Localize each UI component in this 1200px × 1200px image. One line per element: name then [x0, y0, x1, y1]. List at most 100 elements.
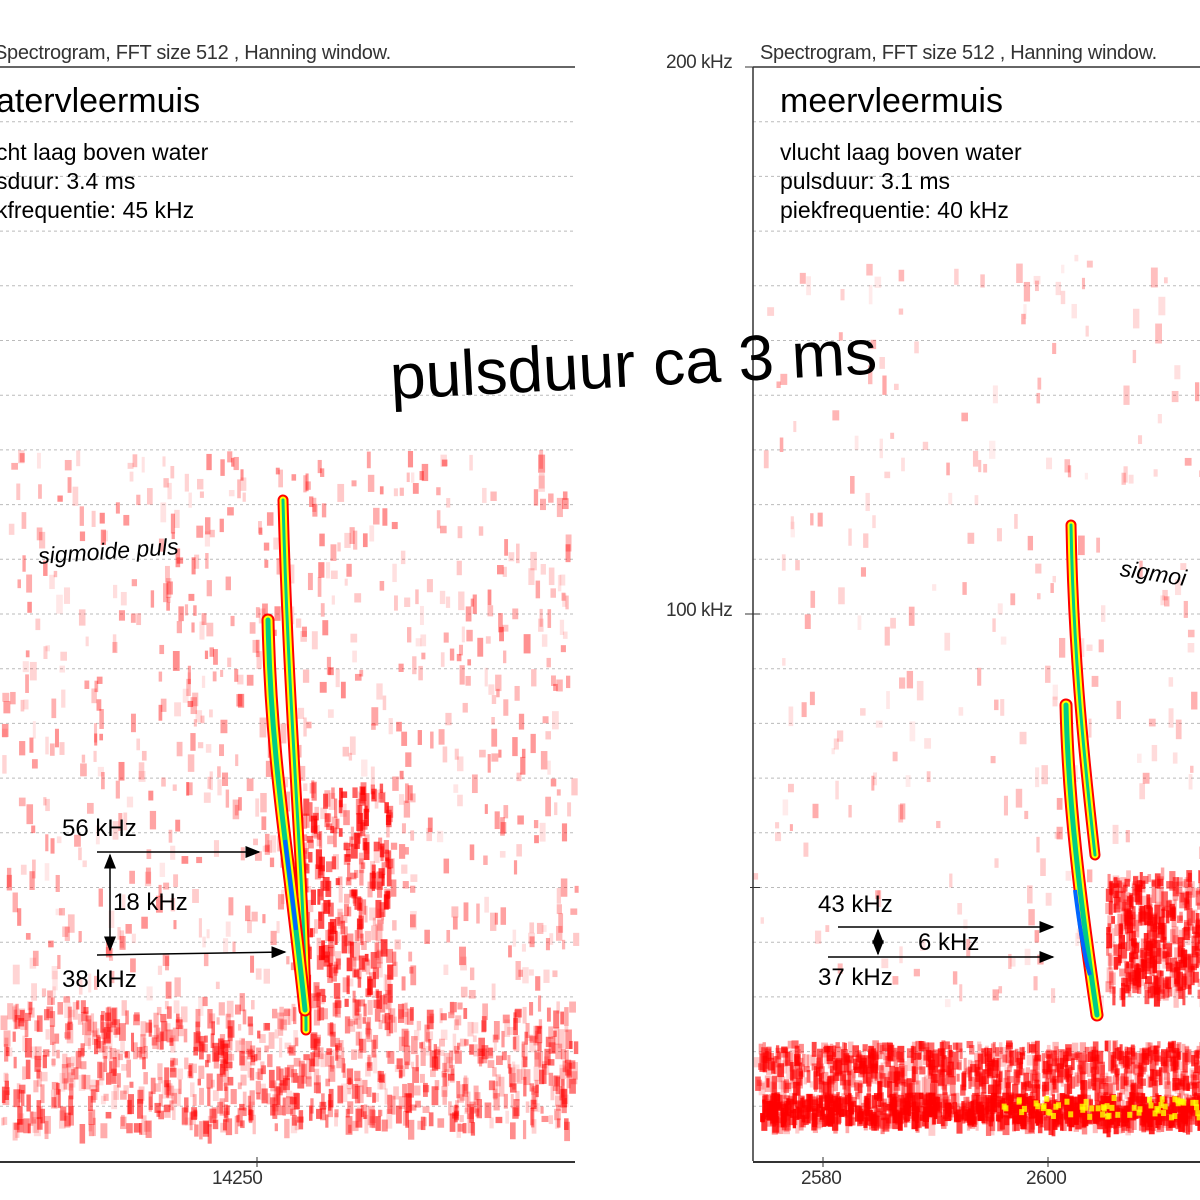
noise-cell	[207, 1087, 211, 1107]
noise-cell	[992, 1041, 996, 1054]
noise-cell	[1140, 910, 1147, 926]
noise-cell	[844, 1094, 850, 1105]
noise-cell	[187, 672, 191, 685]
noise-cell	[277, 1105, 284, 1116]
noise-cell	[1020, 1081, 1027, 1101]
noise-cell	[1004, 1097, 1011, 1109]
noise-cell	[59, 742, 65, 755]
noise-cell	[371, 707, 379, 726]
noise-cell	[120, 1090, 127, 1100]
noise-cell	[280, 1019, 287, 1031]
noise-cell	[1060, 1113, 1064, 1131]
noise-cell	[516, 1069, 523, 1084]
noise-cell	[323, 951, 329, 958]
noise-cell	[24, 1020, 29, 1037]
noise-cell	[500, 907, 507, 925]
noise-cell	[131, 933, 136, 944]
noise-cell	[1140, 1078, 1146, 1086]
noise-cell	[790, 516, 794, 530]
noise-cell	[198, 1065, 205, 1079]
noise-cell	[541, 634, 548, 647]
noise-cell	[27, 601, 32, 613]
noise-cell	[372, 967, 379, 980]
noise-cell	[261, 816, 267, 830]
noise-cell	[554, 1027, 560, 1045]
noise-cell	[448, 1050, 454, 1069]
noise-cell	[100, 529, 107, 546]
noise-cell	[1107, 873, 1111, 889]
noise-cell	[778, 1076, 786, 1090]
noise-cell	[1005, 1045, 1012, 1064]
noise-cell	[124, 1051, 128, 1058]
noise-cell	[812, 803, 819, 819]
noise-cell	[456, 1080, 461, 1099]
noise-cell	[311, 781, 317, 801]
noise-cell	[1121, 907, 1128, 924]
noise-cell	[1115, 1073, 1120, 1091]
noise-cell	[182, 688, 189, 703]
noise-cell	[832, 1072, 840, 1081]
noise-cell	[88, 1124, 94, 1137]
noise-cell	[1126, 870, 1131, 882]
noise-cell	[939, 1064, 945, 1078]
noise-cell	[207, 1008, 213, 1029]
noise-cell	[965, 1097, 969, 1108]
noise-cell	[1105, 1072, 1109, 1084]
noise-cell	[401, 731, 408, 746]
noise-cell	[881, 1102, 887, 1121]
noise-cell	[949, 1075, 956, 1096]
noise-cell	[127, 1100, 132, 1115]
noise-cell	[136, 494, 141, 506]
noise-cell	[981, 1076, 987, 1094]
noise-cell	[1167, 987, 1173, 997]
noise-cell	[306, 721, 312, 729]
noise-cell	[1172, 968, 1178, 988]
noise-cell	[1112, 1075, 1117, 1085]
noise-cell	[529, 1035, 537, 1043]
noise-cell	[302, 669, 310, 683]
noise-cell	[834, 1059, 842, 1076]
noise-cell	[1161, 1110, 1167, 1117]
noise-cell	[36, 1015, 43, 1032]
noise-cell	[347, 1018, 354, 1027]
noise-cell	[358, 915, 364, 929]
noise-cell	[1147, 1042, 1153, 1062]
noise-cell	[209, 1108, 217, 1123]
noise-cell	[166, 1029, 173, 1043]
noise-cell	[108, 1046, 112, 1061]
noise-cell	[880, 1117, 885, 1135]
noise-cell	[358, 1031, 363, 1040]
noise-cell	[307, 899, 314, 913]
noise-cell	[373, 1034, 379, 1049]
noise-cell	[330, 570, 338, 580]
noise-cell	[1132, 977, 1139, 994]
noise-cell	[391, 1095, 396, 1115]
noise-cell	[97, 1078, 104, 1086]
noise-cell	[1151, 1050, 1155, 1061]
noise-cell	[446, 929, 451, 943]
noise-cell	[1115, 1111, 1121, 1118]
noise-cell	[444, 1069, 450, 1087]
noise-cell	[84, 680, 90, 689]
noise-cell	[459, 665, 465, 685]
noise-cell	[530, 733, 536, 754]
noise-cell	[1010, 593, 1016, 606]
noise-cell	[977, 1041, 982, 1054]
noise-cell	[103, 1027, 111, 1044]
noise-cell	[425, 1045, 431, 1056]
noise-cell	[1065, 870, 1072, 881]
noise-cell	[556, 1118, 561, 1128]
noise-cell	[1033, 275, 1041, 285]
noise-cell	[561, 939, 566, 950]
noise-cell	[1161, 908, 1165, 918]
noise-cell	[470, 598, 474, 607]
noise-cell	[921, 1077, 926, 1095]
noise-cell	[223, 1071, 229, 1087]
noise-cell	[787, 783, 794, 793]
noise-cell	[816, 1061, 821, 1077]
noise-cell	[531, 1119, 537, 1134]
noise-cell	[31, 983, 38, 1001]
noise-cell	[1032, 1094, 1038, 1103]
noise-cell	[436, 510, 441, 529]
noise-cell	[13, 1122, 20, 1130]
